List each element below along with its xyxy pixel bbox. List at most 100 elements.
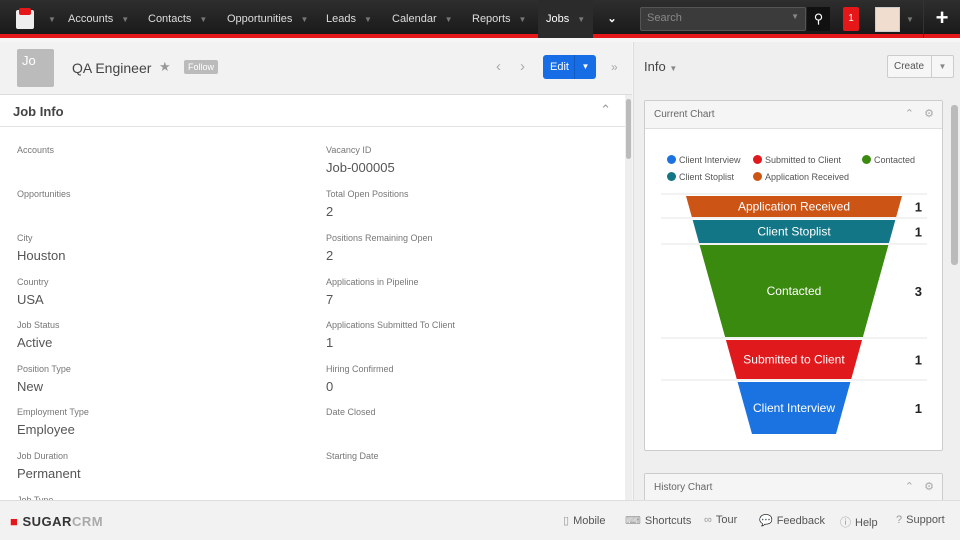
field-applications-in-pipeline[interactable]: Applications in Pipeline 7 (326, 277, 419, 307)
funnel-chart: Application Received 1 Client Stoplist 1 Con… (661, 193, 927, 434)
create-button[interactable]: Create ▼ (887, 55, 954, 78)
dashlet-title: Current Chart (654, 109, 715, 120)
edit-dropdown-icon[interactable]: ▼ (574, 55, 596, 79)
footer-feedback[interactable]: 💬 Feedback (759, 515, 826, 527)
field-value: 2 (326, 248, 334, 263)
funnel-segment[interactable] (692, 220, 896, 243)
field-label: Employment Type (17, 407, 89, 417)
field-label: Hiring Confirmed (326, 364, 394, 374)
nav-reports[interactable]: Reports ▼ (472, 13, 527, 25)
footer-support[interactable]: ? Support (896, 514, 945, 526)
mobile-icon: ▯ (563, 515, 570, 527)
top-nav: ▼ Accounts ▼ Contacts ▼ Opportunities ▼ Lea… (0, 0, 960, 38)
funnel-segment-label: Submitted to Client (743, 353, 845, 367)
field-accounts[interactable]: Accounts (17, 145, 54, 160)
field-value: 0 (326, 379, 334, 394)
legend-item[interactable]: Contacted (862, 155, 915, 165)
more-chevron-icon[interactable]: ⌄ (607, 13, 617, 25)
funnel-value-label: 1 (915, 353, 922, 368)
collapse-chevron-icon[interactable]: ⌃ (600, 102, 611, 117)
edit-button[interactable]: Edit ▼ (543, 55, 596, 79)
create-dropdown-icon[interactable]: ▼ (931, 56, 953, 77)
legend-item[interactable]: Application Received (753, 172, 849, 182)
funnel-segment[interactable] (737, 382, 851, 434)
sidebar-title[interactable]: Info ▼ (644, 59, 678, 74)
search-input[interactable]: Search ▼ (640, 7, 806, 31)
collapse-chevron-icon[interactable]: ⌃ (904, 481, 914, 493)
legend-item[interactable]: Client Interview (667, 155, 741, 165)
field-job-type[interactable]: Job Type (17, 495, 53, 500)
legend-item[interactable]: Client Stoplist (667, 172, 734, 182)
field-label: Starting Date (326, 451, 379, 461)
field-total-open-positions[interactable]: Total Open Positions 2 (326, 189, 409, 219)
funnel-value-label: 1 (915, 225, 922, 240)
field-job-duration[interactable]: Job Duration Permanent (17, 451, 81, 481)
field-value: Houston (17, 248, 66, 263)
gear-icon[interactable]: ⚙ (924, 481, 934, 493)
field-label: Job Status (17, 320, 60, 330)
field-hiring-confirmed[interactable]: Hiring Confirmed 0 (326, 364, 394, 394)
funnel-segment[interactable] (686, 196, 902, 217)
collapse-chevron-icon[interactable]: ⌃ (904, 108, 914, 120)
field-label: Opportunities (17, 189, 71, 199)
previous-record-icon[interactable]: ‹ (496, 58, 501, 75)
next-record-icon[interactable]: › (520, 58, 525, 75)
gear-icon[interactable]: ⚙ (924, 108, 934, 120)
field-label: City (17, 233, 33, 243)
sidebar-scrollbar[interactable] (951, 95, 958, 500)
field-vacancy-id[interactable]: Vacancy ID Job-000005 (326, 145, 395, 175)
record-header: Jo QA Engineer ★ Follow ‹ › Edit ▼ » (0, 42, 632, 95)
main-scrollbar[interactable] (625, 95, 632, 500)
nav-accounts[interactable]: Accounts ▼ (68, 13, 130, 25)
notifications-badge[interactable]: 1 (843, 7, 859, 31)
field-label: Position Type (17, 364, 71, 374)
dashlet-title: History Chart (654, 482, 713, 493)
footer-shortcuts[interactable]: ⌨ Shortcuts (625, 515, 692, 527)
keyboard-icon: ⌨ (625, 515, 641, 527)
field-label: Job Type (17, 495, 54, 500)
field-position-type[interactable]: Position Type New (17, 364, 71, 394)
field-date-closed[interactable]: Date Closed (326, 407, 376, 422)
field-employment-type[interactable]: Employment Type Employee (17, 407, 89, 437)
funnel-segment-label: Contacted (767, 284, 822, 298)
field-positions-remaining-open[interactable]: Positions Remaining Open 2 (326, 233, 433, 263)
toggle-sidebar-icon[interactable]: » (611, 60, 618, 74)
logo-caret-icon[interactable]: ▼ (48, 15, 56, 24)
help-icon: ? (896, 514, 903, 526)
field-job-status[interactable]: Job Status Active (17, 320, 60, 350)
sugarcrm-logo: ■ SUGARCRM (10, 514, 104, 529)
field-starting-date[interactable]: Starting Date (326, 451, 379, 466)
funnel-segment[interactable] (725, 340, 863, 379)
footer-tour[interactable]: ∞ Tour (704, 514, 738, 526)
user-caret-icon[interactable]: ▼ (906, 15, 914, 24)
nav-opportunities[interactable]: Opportunities ▼ (227, 13, 309, 25)
field-label: Vacancy ID (326, 145, 372, 155)
funnel-value-label: 1 (915, 401, 922, 416)
favorite-star-icon[interactable]: ★ (159, 59, 171, 74)
nav-calendar[interactable]: Calendar ▼ (392, 13, 453, 25)
section-header[interactable]: Job Info ⌃ (0, 95, 625, 127)
nav-contacts[interactable]: Contacts ▼ (148, 13, 208, 25)
nav-jobs[interactable]: Jobs ▼ (538, 0, 594, 38)
footer: ■ SUGARCRM ▯ Mobile ⌨ Shortcuts ∞ Tour 💬 Fee… (0, 500, 960, 540)
comment-icon: 💬 (759, 515, 773, 527)
footer-mobile[interactable]: ▯ Mobile (563, 515, 606, 527)
search-icon[interactable]: ⚲ (807, 7, 830, 31)
legend-item[interactable]: Submitted to Client (753, 155, 841, 165)
nav-leads[interactable]: Leads ▼ (326, 13, 372, 25)
field-country[interactable]: Country USA (17, 277, 49, 307)
field-applications-submitted-to-client[interactable]: Applications Submitted To Client 1 (326, 320, 455, 350)
field-city[interactable]: City Houston (17, 233, 65, 263)
user-avatar[interactable] (875, 7, 900, 32)
footer-help[interactable]: ⓘ Help (840, 517, 878, 529)
field-value: Employee (17, 422, 75, 437)
sugar-logo-icon[interactable] (16, 10, 34, 29)
funnel-segment[interactable] (699, 245, 889, 337)
quick-create-plus-icon[interactable]: + (923, 0, 960, 38)
field-label: Date Closed (326, 407, 376, 417)
funnel-value-label: 1 (915, 200, 922, 215)
current-chart-dashlet: Current Chart ⌃ ⚙ Client Interview Submitt… (644, 100, 943, 451)
follow-button[interactable]: Follow (184, 60, 219, 74)
field-opportunities[interactable]: Opportunities (17, 189, 71, 204)
field-value: 1 (326, 335, 334, 350)
